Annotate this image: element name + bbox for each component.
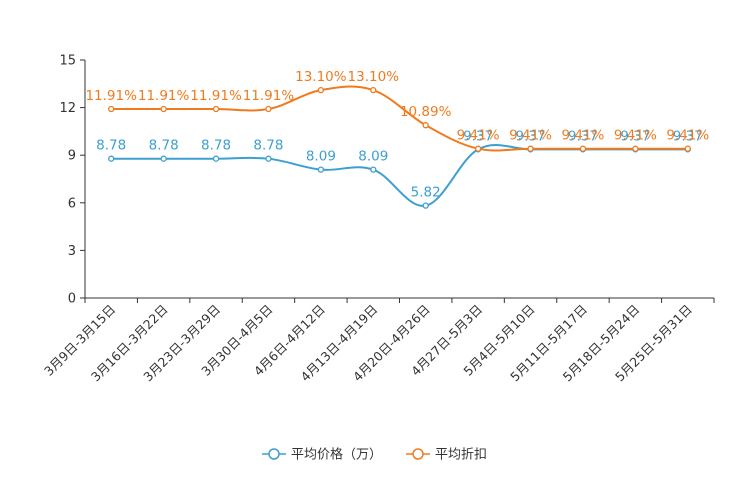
data-point[interactable] xyxy=(265,155,272,162)
data-label: 8.09 xyxy=(358,149,388,165)
data-point[interactable] xyxy=(212,155,220,162)
data-point[interactable] xyxy=(317,166,325,173)
legend-item-2[interactable]: 平均折扣 xyxy=(406,448,487,463)
data-label: 9.37 xyxy=(463,128,493,144)
y-tick-label: 9 xyxy=(68,149,76,164)
data-point[interactable] xyxy=(527,145,534,152)
y-tick-label: 6 xyxy=(68,196,76,211)
data-label: 13.10% xyxy=(348,69,400,85)
data-point[interactable] xyxy=(160,105,167,113)
data-point[interactable] xyxy=(108,105,115,113)
data-label: 9.37 xyxy=(673,128,703,144)
data-point[interactable] xyxy=(212,105,220,113)
data-label: 11.91% xyxy=(138,88,190,104)
data-point[interactable] xyxy=(632,145,639,152)
data-label: 11.91% xyxy=(243,88,295,104)
data-point[interactable] xyxy=(422,122,429,129)
data-point[interactable] xyxy=(160,155,167,162)
data-label: 9.41% xyxy=(562,128,605,144)
legend-label: 平均价格（万） xyxy=(291,447,382,463)
data-point[interactable] xyxy=(370,86,377,94)
data-point[interactable] xyxy=(684,145,691,152)
series-line-2 xyxy=(111,85,688,152)
data-point[interactable] xyxy=(370,166,377,173)
y-tick-label: 3 xyxy=(68,244,76,259)
data-label: 9.41% xyxy=(666,128,709,144)
data-label: 9.37 xyxy=(568,128,598,144)
data-label: 9.37 xyxy=(516,128,546,144)
legend[interactable]: 平均价格（万） 平均折扣 xyxy=(262,447,487,463)
y-tick-label: 0 xyxy=(68,292,76,307)
data-point[interactable] xyxy=(265,105,272,113)
data-label: 8.09 xyxy=(306,149,336,165)
data-label: 10.89% xyxy=(400,104,452,120)
data-point[interactable] xyxy=(579,145,587,152)
y-tick-label: 15 xyxy=(59,54,76,69)
data-point[interactable] xyxy=(474,145,482,152)
data-label: 11.91% xyxy=(85,88,137,104)
legend-item-1[interactable]: 平均价格（万） xyxy=(262,447,382,463)
data-point[interactable] xyxy=(317,86,325,94)
legend-marker xyxy=(268,448,280,460)
data-label: 8.78 xyxy=(149,138,179,154)
data-label: 9.37 xyxy=(620,128,650,144)
data-point[interactable] xyxy=(422,202,429,209)
series-layer xyxy=(108,85,691,209)
data-label: 8.78 xyxy=(96,138,126,154)
legend-label: 平均折扣 xyxy=(435,448,487,463)
legend-marker xyxy=(412,448,424,460)
data-label: 8.78 xyxy=(201,138,231,154)
data-label: 9.41% xyxy=(614,128,657,144)
y-tick-label: 12 xyxy=(59,101,76,116)
data-labels: 8.78 8.78 8.78 8.78 8.09 8.09 5.82 9.37 9.37 9.37… xyxy=(85,69,709,201)
series-line-1 xyxy=(111,143,688,207)
data-label: 11.91% xyxy=(190,88,242,104)
data-point[interactable] xyxy=(108,155,115,162)
data-label: 13.10% xyxy=(295,69,347,85)
data-label: 5.82 xyxy=(411,185,441,201)
data-label: 9.41% xyxy=(457,128,500,144)
data-label: 9.41% xyxy=(509,128,552,144)
data-label: 8.78 xyxy=(253,138,283,154)
